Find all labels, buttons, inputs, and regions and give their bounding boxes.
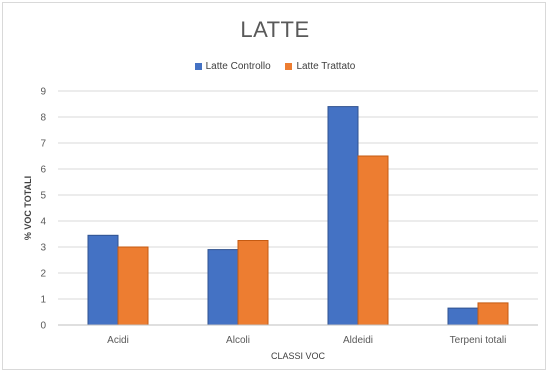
y-tick-label: 8 [40, 113, 46, 124]
legend-swatch-controllo [194, 63, 202, 70]
y-tick-label: 4 [40, 217, 46, 228]
bar-chart-plot: 0 1 2 3 4 5 6 7 8 9 Acidi Alcoli Aldeidi Terpeni tot… [23, 87, 538, 361]
bar-controllo-acidi [87, 234, 119, 326]
x-tick-labels: Acidi Alcoli Aldeidi Terpeni totali [107, 335, 506, 346]
y-tick-label: 2 [40, 269, 46, 280]
legend-label-trattato: Latte Trattato [296, 61, 356, 72]
bar-controllo-terpeni-totali [447, 307, 479, 326]
legend-entry-trattato: Latte Trattato [285, 61, 355, 72]
chart-title: LATTE [240, 17, 310, 42]
legend-entry-controllo: Latte Controllo [194, 61, 271, 72]
chart-frame: LATTE Latte Controllo Latte Trattato 0 1 2… [2, 2, 546, 370]
y-axis-title: % VOC TOTALI [23, 176, 33, 240]
legend-label-controllo: Latte Controllo [205, 61, 271, 72]
y-tick-label: 5 [40, 191, 46, 202]
x-tick-label: Alcoli [226, 335, 250, 346]
legend: Latte Controllo Latte Trattato [3, 61, 547, 73]
y-tick-label: 7 [40, 139, 46, 150]
x-axis-title: CLASSI VOC [271, 351, 326, 361]
bar-controllo-aldeidi [327, 106, 359, 326]
x-tick-label: Terpeni totali [450, 335, 507, 346]
y-tick-label: 1 [40, 295, 46, 306]
bar-trattato-alcoli [237, 240, 269, 326]
bar-trattato-acidi [117, 246, 149, 326]
x-tick-label: Acidi [107, 335, 129, 346]
x-tick-label: Aldeidi [343, 335, 373, 346]
bars [87, 106, 509, 326]
y-tick-label: 6 [40, 165, 46, 176]
y-tick-label: 9 [40, 87, 46, 98]
bar-controllo-alcoli [207, 249, 239, 326]
bar-trattato-aldeidi [357, 155, 389, 326]
y-tick-labels: 0 1 2 3 4 5 6 7 8 9 [40, 87, 46, 332]
legend-swatch-trattato [285, 63, 293, 70]
y-tick-label: 0 [40, 321, 46, 332]
bar-trattato-terpeni-totali [477, 302, 509, 326]
y-tick-label: 3 [40, 243, 46, 254]
